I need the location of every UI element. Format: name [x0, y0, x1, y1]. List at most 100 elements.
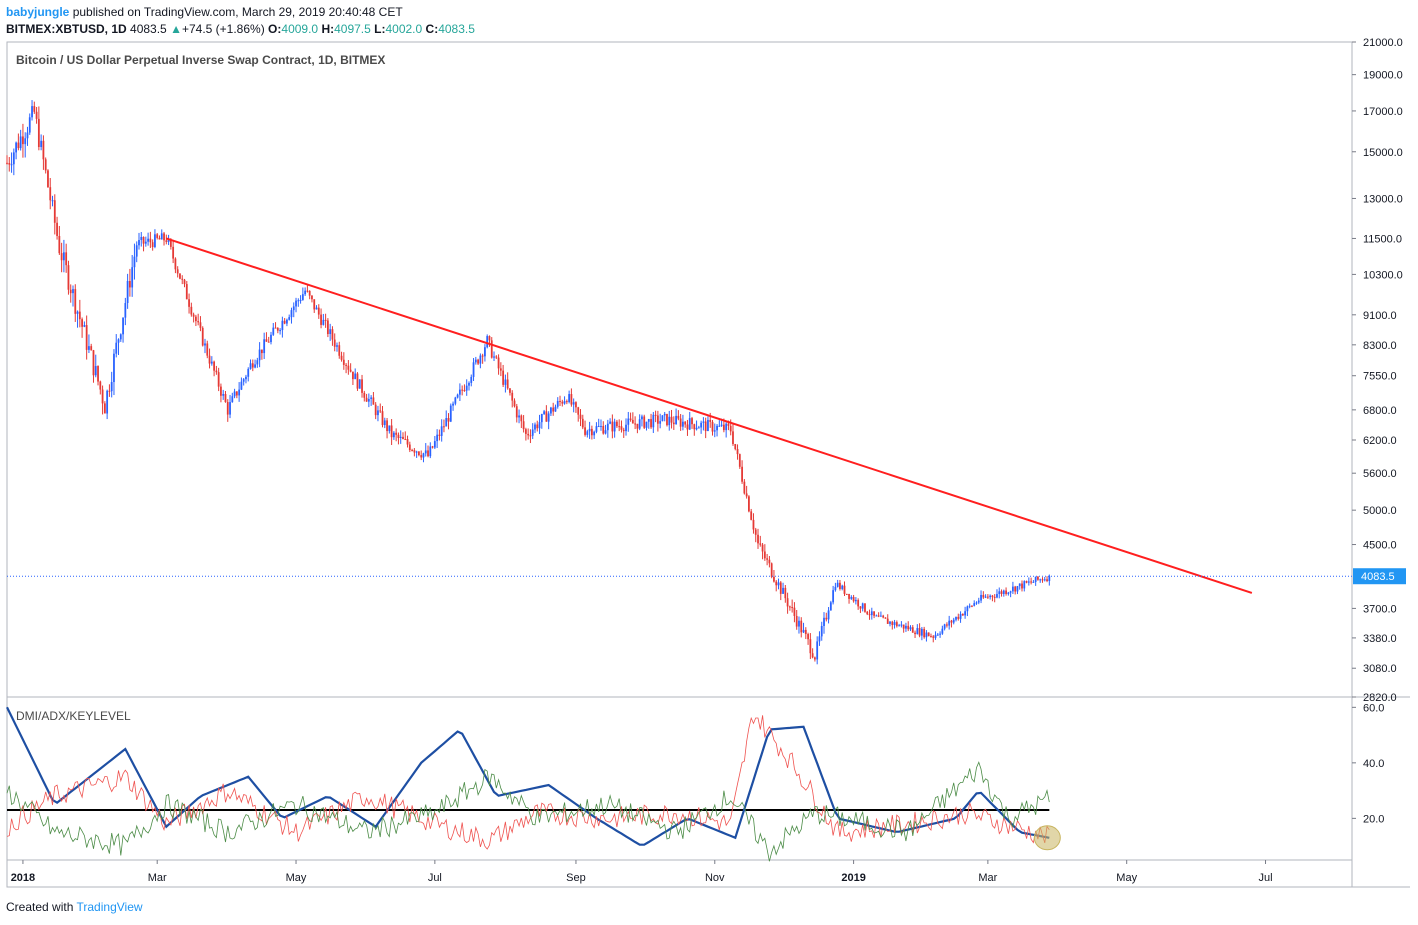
- candle-body: [15, 142, 18, 153]
- candle-body: [641, 416, 643, 420]
- candle-body: [361, 379, 363, 393]
- price-tick-label: 10300.0: [1363, 269, 1403, 281]
- candle-body: [443, 426, 445, 428]
- candle-body: [194, 316, 197, 322]
- candle-body: [479, 355, 482, 364]
- candle-body: [415, 451, 418, 453]
- candle-body: [69, 289, 72, 294]
- candle-body: [365, 397, 368, 402]
- candle-body: [92, 350, 95, 376]
- candle-body: [142, 236, 145, 244]
- candle-body: [1023, 581, 1026, 589]
- candle-body: [97, 366, 99, 382]
- candle-body: [135, 245, 138, 257]
- candle-body: [827, 610, 830, 620]
- candle-body: [106, 390, 109, 414]
- tradingview-logo[interactable]: TradingView: [76, 900, 143, 914]
- candle-body: [251, 363, 254, 368]
- candle-body: [144, 241, 147, 244]
- candle-body: [169, 239, 172, 247]
- candle-body: [688, 418, 691, 430]
- candle-body: [272, 327, 275, 335]
- candle-body: [732, 431, 734, 445]
- candle-body: [308, 290, 311, 296]
- candle-body: [265, 339, 268, 342]
- candle-body: [891, 621, 894, 625]
- candle-body: [529, 435, 532, 437]
- candle-body: [99, 381, 102, 390]
- candle-body: [964, 611, 967, 616]
- candle-body: [427, 450, 429, 457]
- candle-body: [28, 117, 31, 133]
- candle-body: [946, 624, 948, 626]
- candle-body: [270, 334, 272, 343]
- candle-body: [324, 319, 327, 321]
- candle-body: [352, 371, 354, 380]
- candle-body: [292, 306, 295, 311]
- candle-body: [229, 402, 231, 415]
- candle-body: [354, 373, 357, 380]
- candle-body: [798, 620, 800, 627]
- price-tick-label: 19000.0: [1363, 70, 1403, 82]
- candle-body: [852, 596, 855, 602]
- candle-body: [873, 611, 875, 616]
- candle-body: [618, 426, 621, 428]
- price-tick-label: 6200.0: [1363, 435, 1397, 447]
- candle-body: [570, 394, 573, 405]
- candle-body: [258, 349, 261, 361]
- candle-body: [538, 422, 541, 429]
- candle-body: [743, 481, 746, 494]
- candle-body: [1025, 581, 1028, 583]
- candle-body: [183, 279, 186, 285]
- candle-body: [363, 392, 366, 398]
- candle-body: [1018, 583, 1021, 587]
- candle-body: [820, 625, 823, 637]
- candle-body: [367, 398, 370, 402]
- candle-body: [418, 451, 420, 456]
- candle-body: [920, 628, 923, 636]
- candle-body: [83, 325, 86, 327]
- open-label: O:: [268, 22, 282, 36]
- footer: Created with TradingView: [6, 900, 143, 914]
- created-with-text: Created with: [6, 900, 74, 914]
- candle-body: [670, 416, 673, 423]
- candle-body: [788, 606, 791, 608]
- candle-body: [122, 317, 124, 335]
- candle-body: [247, 368, 250, 377]
- candle-body: [254, 364, 256, 368]
- candle-body: [629, 418, 632, 420]
- candle-body: [1000, 591, 1003, 594]
- candle-body: [242, 379, 245, 382]
- candle-body: [495, 356, 498, 358]
- candle-body: [534, 424, 536, 430]
- author-name[interactable]: babyjungle: [6, 5, 70, 19]
- candle-body: [586, 431, 589, 435]
- candle-body: [206, 343, 209, 356]
- candle-body: [620, 426, 623, 430]
- candle-body: [948, 620, 951, 626]
- candle-body: [611, 421, 614, 432]
- candle-body: [540, 414, 543, 423]
- candle-body: [190, 306, 193, 315]
- candle-body: [757, 534, 759, 544]
- candle-body: [1005, 590, 1007, 594]
- candle-body: [488, 336, 491, 341]
- candle-body: [433, 441, 436, 448]
- candle-body: [986, 596, 989, 598]
- candle-body: [622, 429, 625, 432]
- candle-body: [989, 595, 992, 598]
- candle-body: [65, 252, 68, 266]
- candle-body: [845, 593, 848, 595]
- candle-body: [898, 625, 901, 627]
- candle-body: [37, 118, 40, 148]
- candle-body: [588, 428, 591, 432]
- candle-body: [468, 382, 470, 386]
- plot-frame: [6, 41, 1353, 888]
- ohlc-header: BITMEX:XBTUSD, 1D 4083.5 ▲+74.5 (+1.86%)…: [6, 22, 475, 36]
- candle-body: [379, 410, 382, 412]
- candle-body: [545, 411, 548, 422]
- candle-body: [399, 436, 402, 438]
- price-tick-label: 21000.0: [1363, 37, 1403, 49]
- candle-body: [682, 421, 684, 427]
